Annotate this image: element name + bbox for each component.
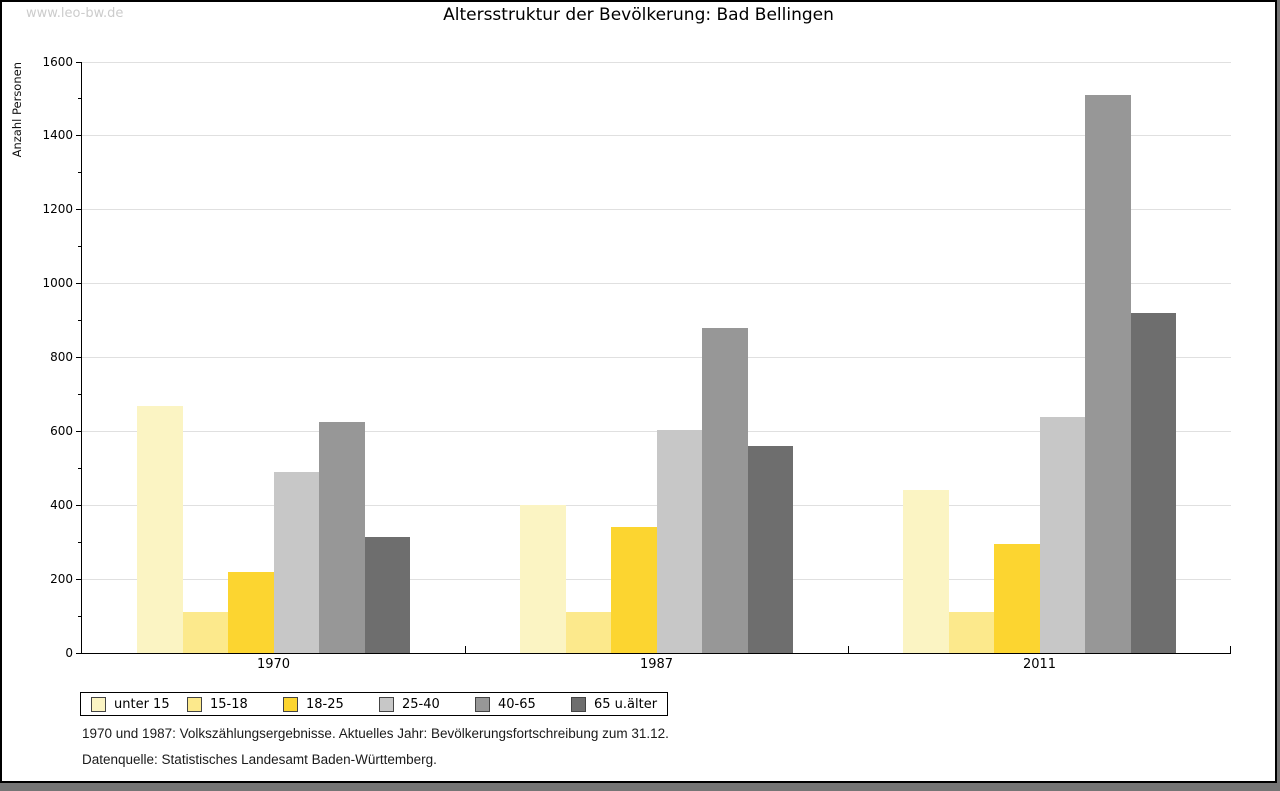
y-tick-minor-1500 bbox=[78, 98, 82, 100]
bar-1987-65-u-lter bbox=[747, 446, 793, 653]
y-tick-label-600: 600 bbox=[50, 423, 73, 438]
bar-1970-25-40 bbox=[273, 472, 319, 653]
y-tick-minor-700 bbox=[78, 393, 82, 395]
y-tick-label-1000: 1000 bbox=[42, 276, 73, 291]
y-tick-label-400: 400 bbox=[50, 497, 73, 512]
plot-area: 0 200 400 600 800 1000 1200 1400 1600 1970 1987 20… bbox=[42, 55, 1231, 672]
site-watermark: www.leo-bw.de bbox=[26, 6, 124, 21]
y-tick-minor-500 bbox=[78, 467, 82, 469]
bar-2011-25-40 bbox=[1039, 416, 1085, 653]
legend-item-25-40: 25-40 bbox=[379, 696, 475, 712]
legend-item-18-25: 18-25 bbox=[283, 696, 379, 712]
bar-1970-40-65 bbox=[319, 422, 365, 653]
legend-swatch-40-65 bbox=[475, 696, 490, 712]
legend-item-15-18: 15-18 bbox=[187, 696, 283, 712]
legend-label-18-25: 18-25 bbox=[306, 696, 344, 712]
legend-item-40-65: 40-65 bbox=[475, 696, 571, 712]
bar-1970-65-u-lter bbox=[364, 536, 410, 653]
bar-2011-40-65 bbox=[1085, 95, 1131, 653]
bar-2011-15-18 bbox=[948, 612, 994, 653]
bar-2011-18-25 bbox=[994, 544, 1040, 653]
bar-1970-18-25 bbox=[228, 571, 274, 653]
legend-label-25-40: 25-40 bbox=[402, 696, 440, 712]
bar-1987-25-40 bbox=[656, 429, 702, 653]
y-tick-minor-100 bbox=[78, 615, 82, 617]
bar-2011-65-u-lter bbox=[1130, 313, 1176, 653]
y-tick-label-1200: 1200 bbox=[42, 202, 73, 217]
y-tick-minor-300 bbox=[78, 541, 82, 543]
y-tick-major-400 bbox=[76, 504, 82, 506]
footnote-data-source: Datenquelle: Statistisches Landesamt Bad… bbox=[82, 752, 437, 767]
gridline-1000 bbox=[82, 283, 1231, 285]
x-tick-1 bbox=[464, 646, 466, 653]
y-tick-major-1400 bbox=[76, 135, 82, 137]
gridline-800 bbox=[82, 357, 1231, 358]
footnote-source-years: 1970 und 1987: Volkszählungsergebnisse. … bbox=[82, 726, 669, 741]
bar-1987-40-65 bbox=[702, 327, 748, 653]
legend-item-unter-15: unter 15 bbox=[91, 696, 187, 712]
bar-1987-15-18 bbox=[565, 612, 611, 653]
bar-1970-unter-15 bbox=[137, 405, 183, 653]
y-axis-title: Anzahl Personen bbox=[10, 62, 24, 158]
y-tick-label-800: 800 bbox=[50, 350, 73, 364]
gridline-1600 bbox=[82, 61, 1231, 63]
y-tick-major-1600 bbox=[76, 61, 82, 63]
y-tick-label-200: 200 bbox=[50, 571, 73, 586]
legend-box: unter 15 15-18 18-25 25-40 40-65 65 u.älter bbox=[80, 692, 669, 716]
y-tick-major-800 bbox=[76, 357, 82, 358]
bar-1970-15-18 bbox=[182, 612, 228, 653]
y-tick-minor-900 bbox=[78, 320, 82, 322]
bar-group-2011 bbox=[848, 62, 1231, 653]
legend-label-65-u-lter: 65 u.älter bbox=[594, 696, 658, 712]
x-axis-label-1970: 1970 bbox=[256, 657, 291, 672]
gridline-1200 bbox=[82, 209, 1231, 211]
y-tick-label-1400: 1400 bbox=[42, 128, 73, 143]
bar-group-1987 bbox=[465, 62, 848, 653]
bar-1987-unter-15 bbox=[520, 505, 566, 653]
x-axis-label-1987: 1987 bbox=[639, 657, 674, 672]
bar-1987-18-25 bbox=[611, 527, 657, 653]
y-tick-minor-1100 bbox=[78, 246, 82, 248]
y-tick-minor-1300 bbox=[78, 172, 82, 174]
y-tick-major-200 bbox=[76, 578, 82, 580]
legend-swatch-65-u-lter bbox=[571, 696, 586, 712]
y-tick-major-600 bbox=[76, 430, 82, 432]
x-axis-label-2011: 2011 bbox=[1022, 657, 1057, 672]
legend-swatch-unter-15 bbox=[91, 696, 106, 712]
legend-label-40-65: 40-65 bbox=[498, 696, 536, 712]
x-tick-3 bbox=[1230, 646, 1231, 653]
bar-2011-unter-15 bbox=[903, 490, 949, 653]
legend-swatch-25-40 bbox=[379, 696, 394, 712]
y-tick-label-1600: 1600 bbox=[42, 54, 73, 69]
legend-swatch-15-18 bbox=[187, 696, 202, 712]
y-tick-label-0: 0 bbox=[65, 645, 73, 660]
legend-label-15-18: 15-18 bbox=[210, 696, 248, 712]
bar-group-1970 bbox=[82, 62, 465, 653]
gridline-1400 bbox=[82, 135, 1231, 137]
x-tick-2 bbox=[847, 646, 849, 653]
y-tick-major-1200 bbox=[76, 209, 82, 211]
y-tick-major-1000 bbox=[76, 283, 82, 285]
chart-title: Altersstruktur der Bevölkerung: Bad Bell… bbox=[443, 5, 834, 25]
legend-item-65-u-lter: 65 u.älter bbox=[571, 696, 658, 712]
legend-swatch-18-25 bbox=[283, 696, 298, 712]
y-tick-major-0 bbox=[76, 652, 82, 654]
bars-layer bbox=[82, 62, 1231, 653]
legend-label-unter-15: unter 15 bbox=[114, 696, 170, 712]
